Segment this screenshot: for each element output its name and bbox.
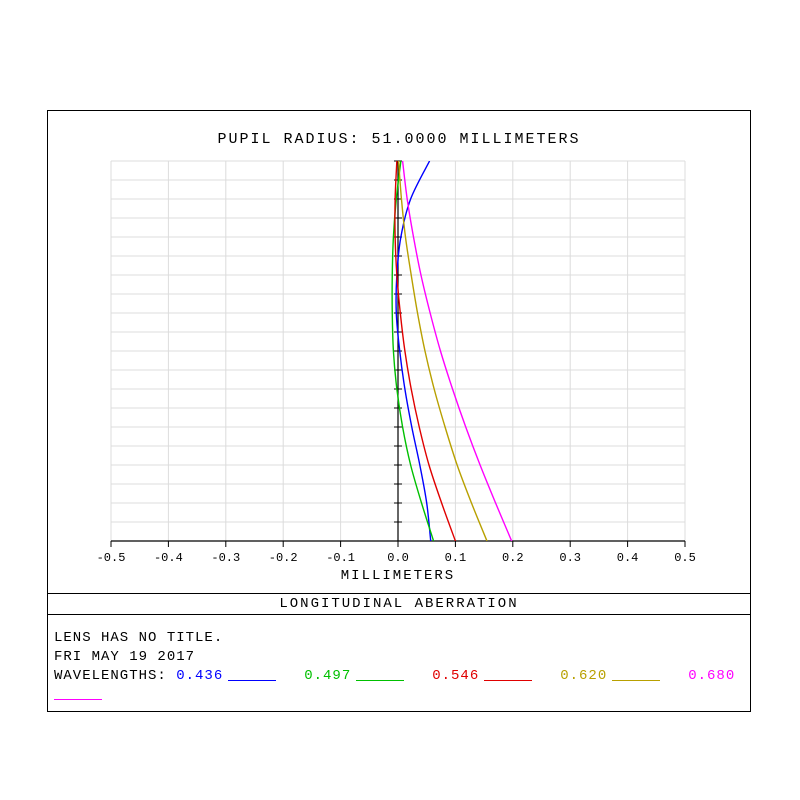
svg-text:0.0: 0.0 — [387, 551, 409, 565]
svg-text:0.4: 0.4 — [617, 551, 639, 565]
svg-text:0.2: 0.2 — [502, 551, 524, 565]
lens-title-text: LENS HAS NO TITLE. — [54, 629, 750, 648]
chart-frame: PUPIL RADIUS: 51.0000 MILLIMETERS -0.5-0… — [47, 110, 751, 712]
chart-title: PUPIL RADIUS: 51.0000 MILLIMETERS — [48, 131, 750, 148]
wavelength-swatch — [228, 680, 276, 681]
plot-area: PUPIL RADIUS: 51.0000 MILLIMETERS -0.5-0… — [48, 111, 750, 593]
svg-text:-0.5: -0.5 — [97, 551, 126, 565]
footer-block: LENS HAS NO TITLE. FRI MAY 19 2017 WAVEL… — [54, 629, 750, 705]
svg-text:-0.4: -0.4 — [154, 551, 183, 565]
svg-text:0.3: 0.3 — [559, 551, 581, 565]
wavelength-swatch — [612, 680, 660, 681]
wavelengths-label: WAVELENGTHS: — [54, 668, 176, 684]
wavelength-swatch — [356, 680, 404, 681]
svg-text:MILLIMETERS: MILLIMETERS — [341, 568, 455, 584]
wavelength-swatch — [484, 680, 532, 681]
wavelength-value: 0.620 — [560, 667, 612, 686]
date-text: FRI MAY 19 2017 — [54, 648, 750, 667]
svg-text:0.1: 0.1 — [445, 551, 467, 565]
svg-text:-0.1: -0.1 — [326, 551, 355, 565]
svg-text:0.5: 0.5 — [674, 551, 696, 565]
wavelengths-legend: WAVELENGTHS: 0.436 0.497 0.546 0.620 0.680 — [54, 667, 750, 705]
wavelength-value: 0.497 — [304, 667, 356, 686]
wavelength-value: 0.680 — [688, 667, 740, 686]
wavelength-value: 0.546 — [432, 667, 484, 686]
svg-text:-0.3: -0.3 — [211, 551, 240, 565]
wavelength-swatch — [54, 699, 102, 700]
aberration-plot: -0.5 -0.4 -0.3 -0.2 -0.1 0.0 0.1 0.2 0.3 0.4 0.5 MI… — [48, 111, 750, 593]
wavelength-value: 0.436 — [176, 667, 228, 686]
svg-text:-0.2: -0.2 — [269, 551, 298, 565]
section-title: LONGITUDINAL ABERRATION — [48, 593, 750, 615]
